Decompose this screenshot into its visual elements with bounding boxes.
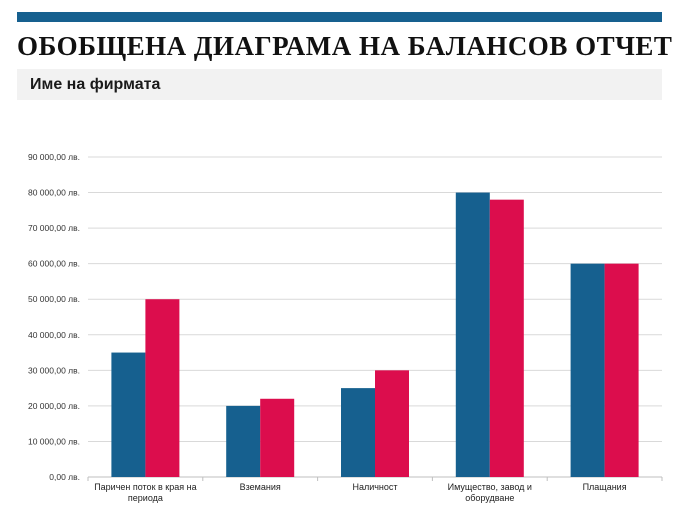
y-tick-label: 20 000,00 лв. <box>28 401 80 411</box>
y-tick-label: 60 000,00 лв. <box>28 259 80 269</box>
x-category-label: Имущество, завод и оборудване <box>448 482 532 503</box>
bar-series1-3 <box>455 192 490 478</box>
x-category-label: Паричен поток в края на периода <box>94 482 196 503</box>
x-category-label: Плащания <box>583 482 627 492</box>
y-tick-label: 90 000,00 лв. <box>28 152 80 162</box>
y-tick-label: 30 000,00 лв. <box>28 365 80 375</box>
bar-series1-0 <box>111 352 146 477</box>
bar-series1-2 <box>341 388 375 477</box>
bar-series1-4 <box>570 263 605 477</box>
y-tick-label: 10 000,00 лв. <box>28 436 80 446</box>
bar-series2-2 <box>375 370 409 477</box>
bar-series2-3 <box>489 199 524 477</box>
bar-series2-4 <box>604 263 639 477</box>
bar-series1-1 <box>226 405 261 477</box>
header-accent-bar <box>17 12 662 22</box>
bar-series2-0 <box>145 299 180 477</box>
x-category-label: Вземания <box>240 482 281 492</box>
y-tick-label: 0,00 лв. <box>49 472 80 482</box>
balance-chart: 0,00 лв. 10 000,00 лв. 20 000,00 лв. 30 000… <box>28 152 663 503</box>
y-tick-label: 40 000,00 лв. <box>28 330 80 340</box>
x-category-label: Наличност <box>352 482 397 492</box>
bar-series2-1 <box>260 398 295 477</box>
report-title: ОБОБЩЕНА ДИАГРАМА НА БАЛАНСОВ ОТЧЕТ <box>17 31 673 61</box>
y-tick-label: 50 000,00 лв. <box>28 294 80 304</box>
company-band: Име на фирмата <box>17 69 662 100</box>
y-tick-label: 70 000,00 лв. <box>28 223 80 233</box>
company-name: Име на фирмата <box>30 76 161 93</box>
y-tick-label: 80 000,00 лв. <box>28 188 80 198</box>
